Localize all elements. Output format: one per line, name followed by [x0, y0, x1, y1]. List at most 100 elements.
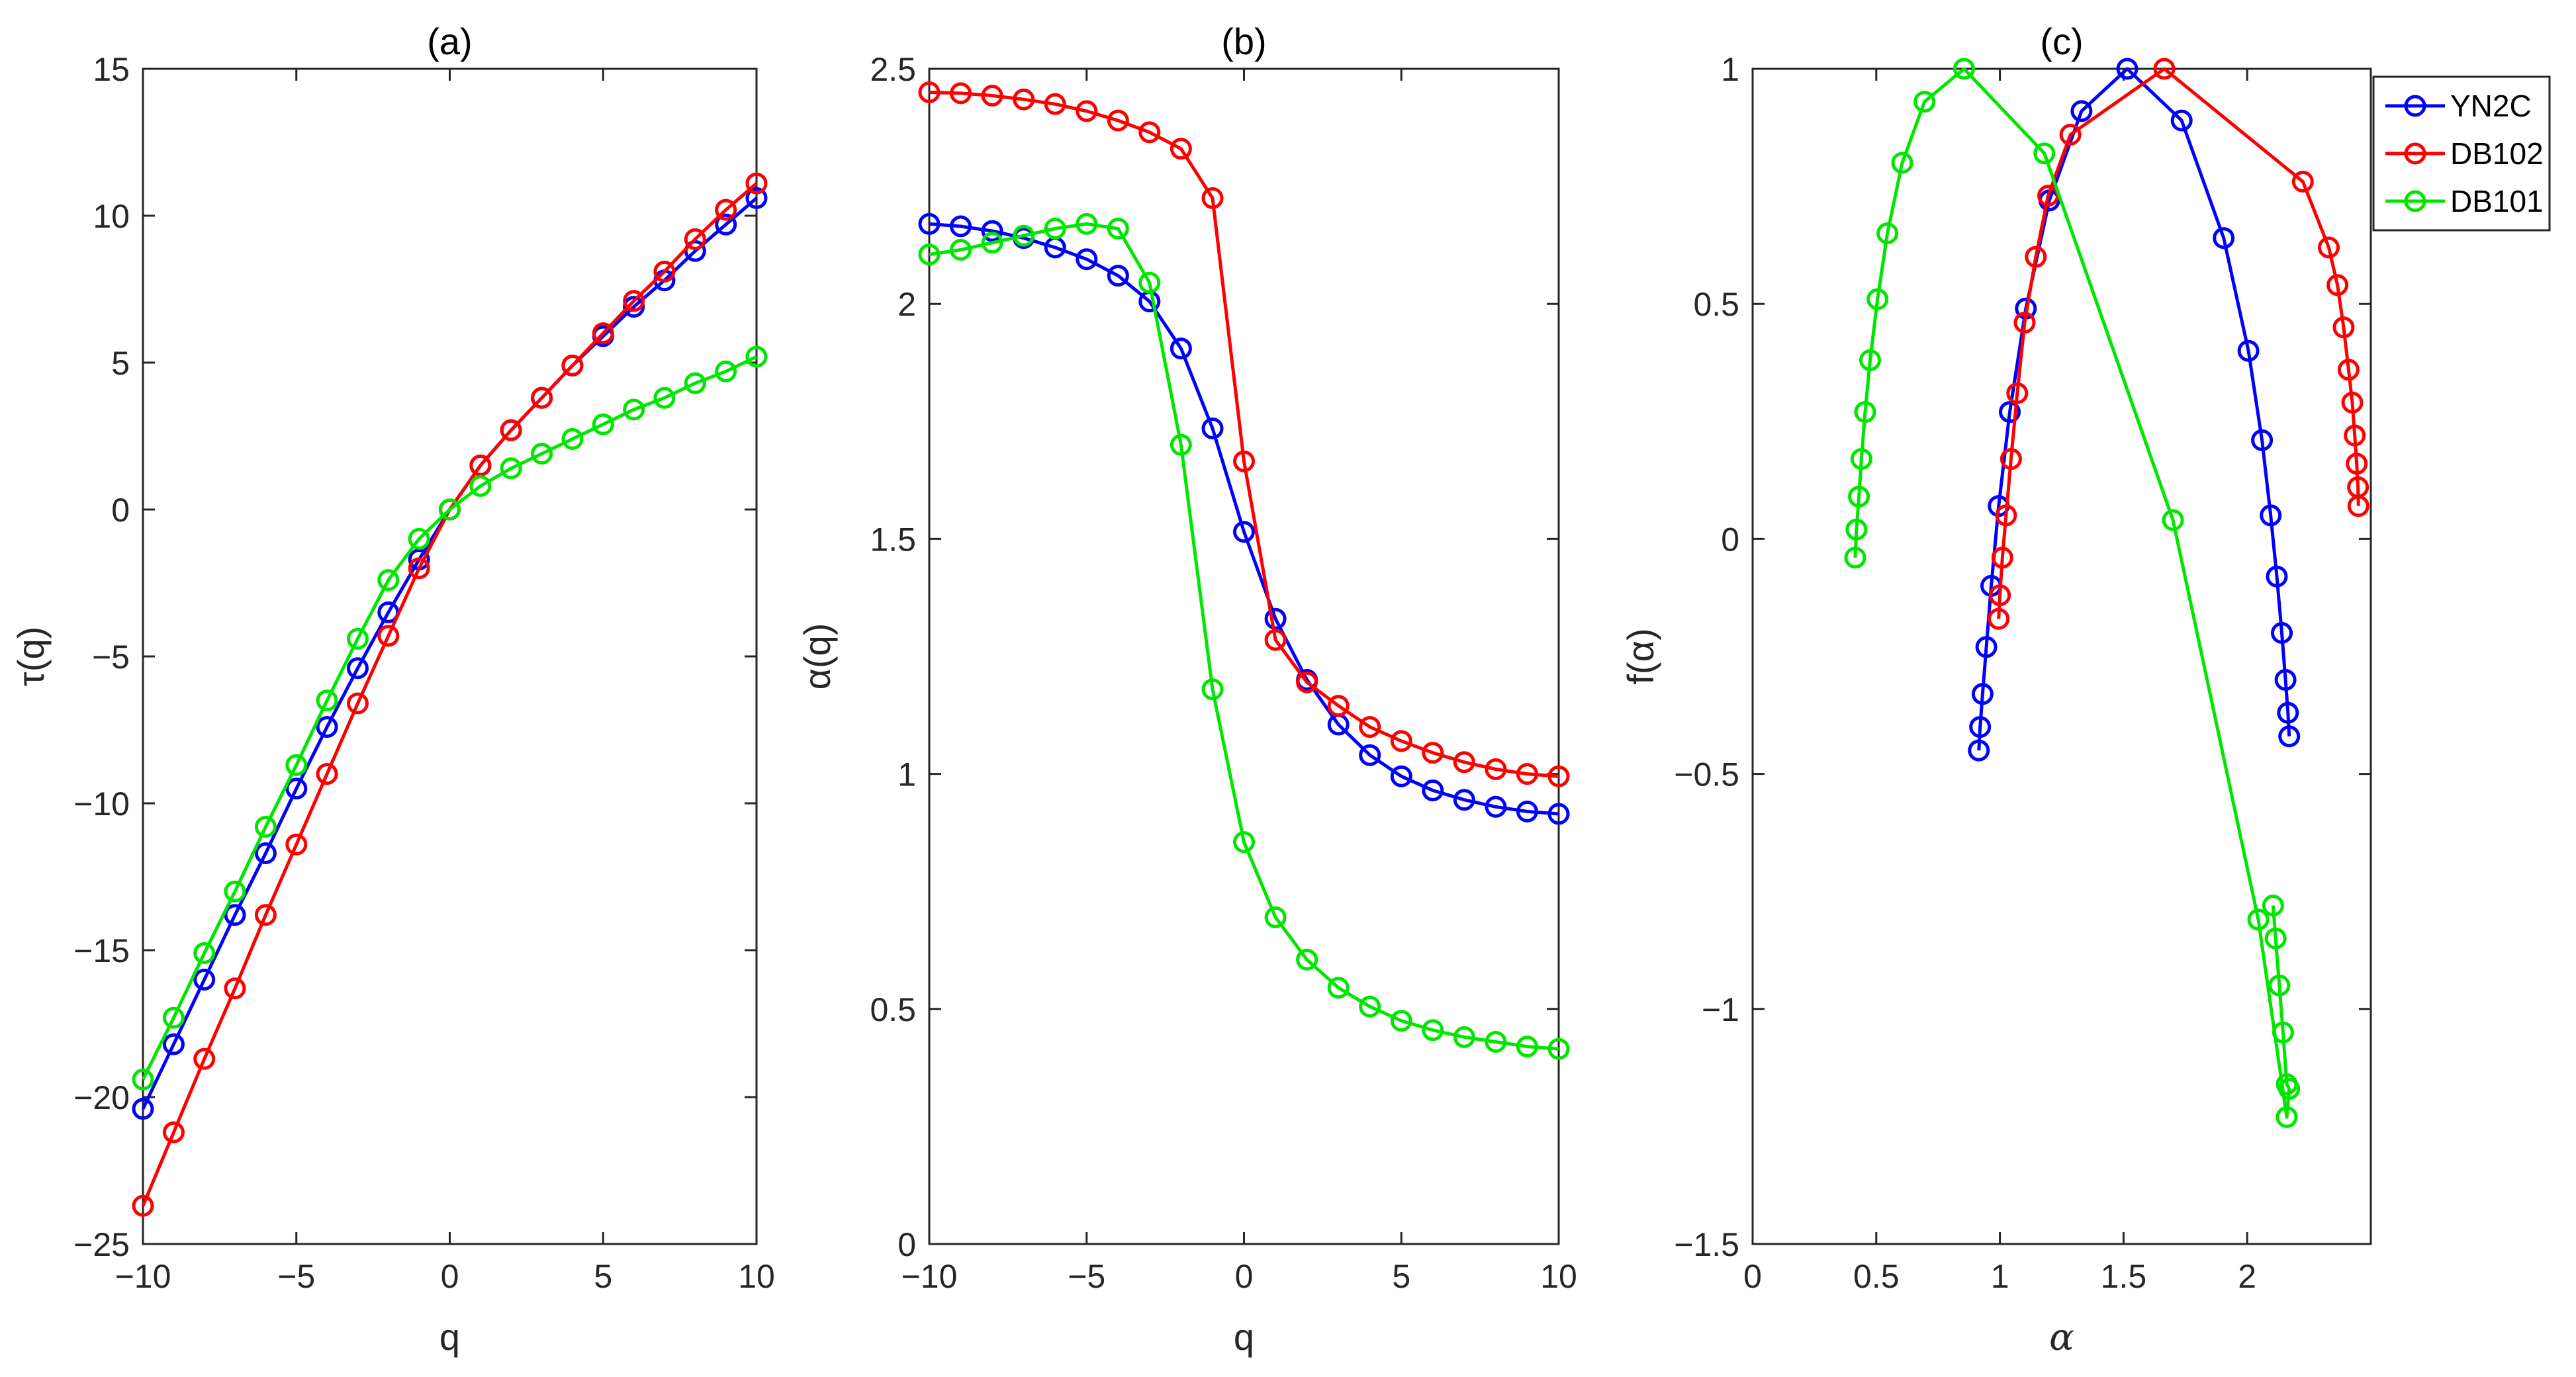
- data-point-db101: [1547, 1038, 1570, 1060]
- data-point-db102: [2037, 185, 2059, 207]
- data-point-db102: [1013, 88, 1035, 111]
- data-point-yn2c: [1999, 401, 2021, 423]
- data-point-db102: [1485, 758, 1507, 780]
- y-tick-label: −1: [1702, 991, 1739, 1028]
- data-point-yn2c: [1201, 418, 1224, 439]
- data-point-db102: [2332, 316, 2355, 339]
- y-axis-label: α(q): [796, 623, 838, 690]
- data-point-db102: [1991, 547, 2013, 569]
- data-point-yn2c: [1453, 789, 1475, 811]
- data-point-db102: [500, 419, 522, 441]
- data-point-yn2c: [224, 904, 246, 926]
- data-point-yn2c: [2237, 339, 2260, 362]
- data-point-db101: [316, 689, 338, 712]
- data-point-db101: [1876, 222, 1899, 245]
- data-point-db102: [1327, 695, 1350, 717]
- x-tick-label: 10: [1540, 1258, 1577, 1295]
- panel-a: −10 −5 0 5 10 15 10 5 0 −5 −10 −15 −20 −25 (a) q τ(q): [10, 21, 775, 1358]
- data-point-yn2c: [2274, 669, 2297, 691]
- x-tick-label: 10: [738, 1258, 775, 1295]
- data-point-db101: [561, 427, 584, 450]
- data-point-db102: [2341, 391, 2364, 414]
- data-point-yn2c: [1516, 800, 1538, 822]
- legend-marker-db102: [2404, 142, 2426, 165]
- y-tick-label: −0.5: [1674, 756, 1739, 793]
- data-point-db101: [1359, 995, 1381, 1018]
- data-point-db102: [2291, 171, 2314, 193]
- data-point-db102: [653, 260, 676, 283]
- data-point-yn2c: [623, 296, 645, 318]
- data-point-yn2c: [2251, 429, 2274, 451]
- data-point-db102: [684, 228, 706, 250]
- data-point-db101: [2162, 509, 2184, 531]
- x-tick-label: −10: [115, 1258, 171, 1295]
- data-point-yn2c: [1076, 248, 1098, 271]
- y-tick-label: 1: [1721, 51, 1739, 88]
- data-point-db102: [2059, 124, 2082, 146]
- data-point-db101: [1390, 1010, 1412, 1032]
- series-db102: [918, 81, 1570, 787]
- data-point-db101: [2268, 974, 2291, 997]
- data-point-db101: [224, 880, 246, 903]
- data-point-db101: [715, 360, 737, 382]
- data-point-yn2c: [193, 968, 216, 991]
- legend-marker-db101: [2404, 190, 2426, 212]
- data-point-db101: [1264, 906, 1287, 928]
- data-point-db102: [1044, 93, 1066, 115]
- x-tick-label: −10: [901, 1258, 958, 1295]
- y-tick-label: −10: [73, 785, 130, 822]
- data-point-db101: [684, 372, 706, 394]
- data-point-db101: [2276, 1106, 2298, 1128]
- data-point-db101: [1201, 678, 1224, 701]
- data-point-db102: [2337, 359, 2360, 381]
- data-point-db102: [1138, 121, 1161, 144]
- x-tick-label: 5: [1392, 1258, 1410, 1295]
- data-point-db102: [1170, 138, 1192, 160]
- data-point-db101: [439, 498, 461, 521]
- series-line-yn2c: [1977, 67, 2291, 751]
- data-point-yn2c: [1107, 265, 1129, 287]
- x-tick-label: 0: [1235, 1258, 1254, 1295]
- data-point-db102: [1995, 504, 2017, 527]
- data-point-db102: [2153, 58, 2176, 80]
- data-point-yn2c: [285, 777, 308, 800]
- data-point-db101: [1296, 948, 1318, 971]
- series-line-db102: [1997, 67, 2360, 619]
- x-tick-label: 1: [1991, 1258, 2009, 1295]
- data-point-db102: [2013, 312, 2036, 334]
- data-point-db101: [918, 244, 941, 266]
- data-point-db102: [2318, 236, 2340, 259]
- data-point-yn2c: [1968, 739, 1990, 762]
- data-point-db102: [316, 763, 338, 785]
- data-point-yn2c: [1170, 337, 1192, 360]
- data-point-yn2c: [2070, 100, 2093, 122]
- data-point-db102: [1359, 716, 1381, 738]
- data-point-db101: [1859, 349, 1881, 371]
- data-point-yn2c: [347, 657, 369, 680]
- data-point-db102: [2000, 448, 2022, 470]
- data-point-db101: [1891, 152, 1913, 174]
- data-point-db101: [531, 443, 553, 465]
- data-point-db102: [1547, 765, 1570, 787]
- data-point-db102: [162, 1121, 185, 1143]
- y-tick-label: 15: [93, 51, 130, 88]
- data-point-db101: [408, 527, 430, 550]
- data-point-db101: [1013, 224, 1035, 247]
- data-point-db102: [2347, 495, 2369, 517]
- data-point-yn2c: [2116, 58, 2139, 80]
- series-line-db101: [141, 355, 758, 1081]
- data-point-db102: [715, 199, 737, 221]
- data-point-db101: [193, 942, 216, 964]
- data-point-db102: [623, 290, 645, 312]
- y-tick-label: 10: [93, 198, 130, 235]
- data-point-db101: [1854, 401, 1876, 423]
- data-point-db102: [408, 557, 430, 580]
- data-point-db101: [2272, 1021, 2294, 1044]
- x-tick-label: 0: [1743, 1258, 1762, 1295]
- data-point-db101: [2033, 142, 2056, 165]
- data-point-db102: [1201, 187, 1224, 209]
- data-point-db101: [377, 569, 400, 592]
- data-point-db101: [1913, 91, 1936, 113]
- data-point-db102: [469, 454, 492, 476]
- data-point-db102: [1453, 751, 1475, 774]
